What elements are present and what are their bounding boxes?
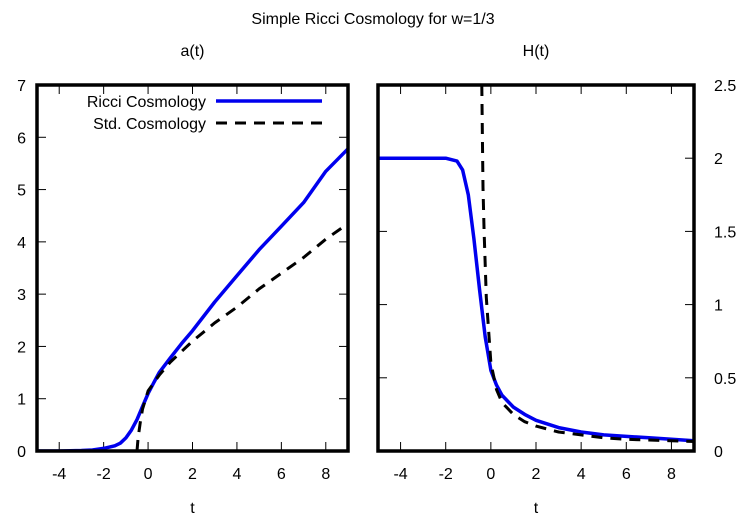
y-tick-label: 2	[17, 339, 26, 356]
x-tick-label: 6	[277, 466, 286, 483]
panel-title: a(t)	[181, 43, 205, 60]
series-line-std-cosmology	[135, 222, 348, 451]
x-tick-label: 6	[622, 466, 631, 483]
y-tick-label: 0.5	[714, 371, 736, 388]
y-tick-label: 2.5	[714, 78, 736, 95]
y-tick-label: 1	[714, 298, 723, 315]
x-tick-label: 8	[667, 466, 676, 483]
y-tick-label: 6	[17, 130, 26, 147]
x-tick-label: -4	[393, 466, 407, 483]
legend-label: Ricci Cosmology	[87, 94, 206, 111]
y-tick-label: 1.5	[714, 224, 736, 241]
panel-title: H(t)	[523, 43, 550, 60]
y-tick-label: 2	[714, 151, 723, 168]
panel-h-of-t: H(t) t -4 -2 0 2 4 6 8 0 0.5 1 1.5 2 2.5	[376, 43, 736, 517]
x-tick-label: 0	[144, 466, 153, 483]
x-tick-label: 2	[532, 466, 541, 483]
x-tick-label: 2	[188, 466, 197, 483]
plot-frame	[376, 83, 696, 453]
x-tick-label: -2	[439, 466, 453, 483]
y-tick-label: 4	[17, 235, 26, 252]
series-line-std-cosmology	[480, 85, 694, 443]
legend-label: Std. Cosmology	[93, 116, 206, 133]
x-tick-label: 0	[486, 466, 495, 483]
series-line-ricci-cosmology	[37, 147, 348, 451]
x-tick-label: 8	[321, 466, 330, 483]
x-tick-label: 4	[232, 466, 241, 483]
y-tick-label: 3	[17, 287, 26, 304]
x-axis-label: t	[190, 500, 195, 517]
x-tick-label: -4	[52, 466, 66, 483]
series-line-ricci-cosmology	[378, 156, 694, 443]
x-axis-label: t	[534, 500, 539, 517]
y-tick-label: 0	[714, 444, 723, 461]
panel-a-of-t: a(t) t -4 -2 0 2 4 6 8 0 1 2 3 4 5 6 7 Ricci Cosmology Std…	[17, 43, 350, 517]
y-tick-label: 7	[17, 78, 26, 95]
x-tick-label: -2	[97, 466, 111, 483]
y-tick-label: 5	[17, 183, 26, 200]
y-tick-label: 0	[17, 444, 26, 461]
x-tick-label: 4	[577, 466, 586, 483]
plot-frame	[35, 83, 350, 453]
figure-title: Simple Ricci Cosmology for w=1/3	[251, 11, 494, 28]
y-tick-label: 1	[17, 392, 26, 409]
